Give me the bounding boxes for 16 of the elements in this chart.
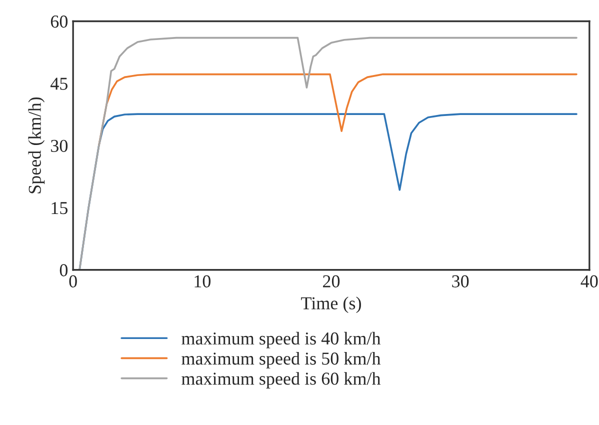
legend-label: maximum speed is 40 km/h — [182, 332, 381, 348]
legend-label: maximum speed is 50 km/h — [182, 352, 381, 368]
x-axis-title: Time (s) — [301, 296, 361, 314]
x-tick-label: 40 — [580, 275, 598, 288]
legend-label: maximum speed is 60 km/h — [182, 372, 381, 388]
x-tick-label: 0 — [69, 275, 77, 288]
x-tick-label: 10 — [194, 275, 210, 288]
line-series — [78, 36, 578, 270]
y-tick-label: 60 — [50, 16, 68, 28]
y-tick-label: 15 — [52, 202, 68, 214]
x-tick-label: 30 — [452, 275, 469, 288]
y-tick-label: 30 — [51, 140, 68, 152]
y-tick-label: 0 — [60, 264, 68, 276]
y-tick-label: 45 — [50, 78, 68, 90]
y-axis-title: Speed (km/h) — [28, 97, 45, 194]
x-tick-label: 20 — [323, 275, 340, 288]
